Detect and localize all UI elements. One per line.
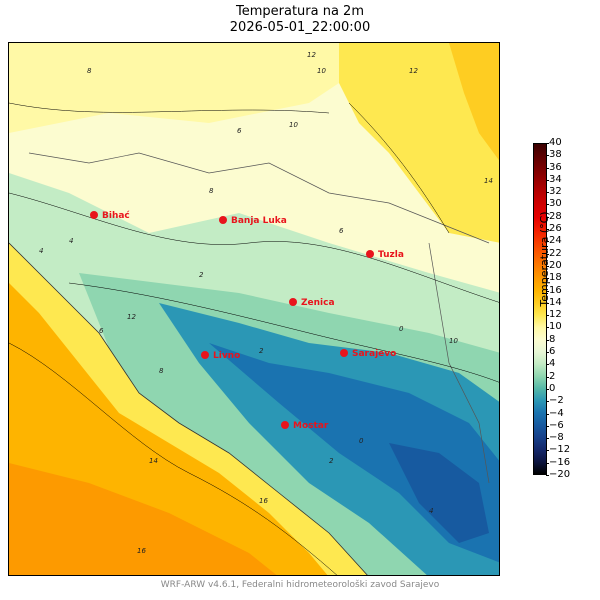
- city-label: Bihać: [102, 210, 130, 221]
- colorbar-tick: 38: [546, 149, 562, 161]
- contour-label: 0: [399, 325, 404, 333]
- contour-label: 12: [409, 67, 418, 75]
- city-sarajevo[interactable]: Sarajevo: [340, 349, 396, 359]
- contour-label: 10: [317, 67, 326, 75]
- colorbar-tick: 14: [546, 296, 562, 308]
- colorbar-tick: 30: [546, 198, 562, 210]
- footer-credit: WRF-ARW v4.6.1, Federalni hidrometeorolo…: [160, 580, 440, 590]
- contour-line: [348, 102, 450, 234]
- region-ne-warm: [339, 43, 499, 243]
- border-east: [428, 242, 490, 484]
- colorbar-tick: −16: [545, 456, 571, 468]
- colorbar-tick: 6: [545, 346, 556, 358]
- city-marker: [90, 211, 98, 219]
- colorbar-tick: −20: [545, 469, 571, 480]
- contour-label: 12: [127, 313, 136, 321]
- city-marker: [289, 298, 297, 306]
- contour-label: 10: [449, 337, 458, 345]
- coastline: [9, 242, 368, 575]
- region-sea: [9, 463, 277, 575]
- contour-label: 10: [289, 121, 298, 129]
- colorbar-tick: 8: [545, 333, 556, 345]
- contour-label: 8: [87, 67, 92, 75]
- city-label: Livno: [213, 351, 240, 361]
- contour-label: 16: [259, 497, 268, 505]
- colorbar-tick: 36: [546, 161, 562, 173]
- city-marker: [201, 351, 209, 359]
- colorbar-tick: 40: [546, 137, 562, 148]
- colorbar-label: Temperatura (°C): [538, 211, 551, 307]
- city-label: Zenica: [301, 298, 335, 308]
- colorbar-tick: 34: [546, 173, 562, 185]
- colorbar-tick: 0: [545, 382, 556, 394]
- contour-label: 2: [329, 457, 334, 465]
- colorbar-tick: −4: [546, 407, 564, 419]
- contour-line: [68, 282, 499, 383]
- contour-label: 2: [199, 271, 204, 279]
- chart-title: Temperatura na 2m 2026-05-01_22:00:00: [0, 4, 600, 36]
- contour-label: 0: [359, 437, 364, 445]
- colorbar-ticks: 40 38 36 34 32 30 28 26 24 22 20 18 16 14 12 10 8 6 4 2 0 −2−…: [545, 138, 579, 480]
- city-bihac[interactable]: Bihać: [90, 210, 130, 221]
- contour-line: [9, 102, 330, 114]
- region-north-pale: [9, 43, 339, 133]
- colorbar-tick: −6: [546, 419, 564, 431]
- region-deepblue: [389, 443, 489, 543]
- colorbar-tick: 32: [546, 186, 562, 198]
- city-label: Tuzla: [378, 250, 404, 260]
- contour-label: 6: [237, 127, 242, 135]
- title-line-1: Temperatura na 2m: [235, 4, 364, 19]
- region-ne-warmer: [449, 43, 499, 161]
- colorbar-tick: −8: [546, 432, 564, 444]
- contour-label: 14: [149, 457, 158, 465]
- contour-label: 4: [39, 247, 43, 255]
- city-label: Banja Luka: [231, 216, 287, 226]
- colorbar-tick: −12: [545, 444, 571, 456]
- city-label: Mostar: [293, 421, 329, 431]
- contour-line: [9, 192, 499, 303]
- colorbar-tick: 28: [546, 210, 562, 222]
- temperature-map: 12 10 8 6 4 2 0 14 16 12 10 8 6 4 2 0 14…: [8, 42, 500, 576]
- city-label: Sarajevo: [352, 349, 396, 359]
- contour-label: 12: [307, 51, 316, 59]
- title-line-2: 2026-05-01_22:00:00: [229, 20, 371, 35]
- contour-label: 8: [209, 187, 214, 195]
- colorbar-tick: 12: [546, 309, 562, 321]
- city-marker: [366, 250, 374, 258]
- contour-label: 4: [69, 237, 73, 245]
- colorbar-tick: 2: [545, 370, 556, 382]
- contour-label: 2: [259, 347, 264, 355]
- city-livno[interactable]: Livno: [201, 351, 240, 361]
- contour-line: [9, 342, 338, 575]
- colorbar: [533, 143, 547, 475]
- border-north: [28, 152, 490, 244]
- contour-label: 8: [159, 367, 164, 375]
- colorbar-tick: 26: [546, 223, 562, 235]
- contour-label: 14: [484, 177, 493, 185]
- contour-label: 6: [99, 327, 104, 335]
- city-marker: [281, 421, 289, 429]
- colorbar-tick: 18: [546, 272, 562, 284]
- colorbar-tick: 20: [546, 259, 562, 271]
- colorbar-tick: −2: [546, 395, 564, 407]
- city-marker: [340, 349, 348, 357]
- city-banja-luka[interactable]: Banja Luka: [219, 216, 287, 226]
- contour-labels: 12 10 8 6 4 2 0 14 16 12 10 8 6 4 2 0 14…: [39, 51, 493, 555]
- contour-label: 6: [339, 227, 344, 235]
- colorbar-tick: 16: [546, 284, 562, 296]
- map-svg: 12 10 8 6 4 2 0 14 16 12 10 8 6 4 2 0 14…: [9, 43, 499, 575]
- city-tuzla[interactable]: Tuzla: [366, 250, 404, 260]
- city-mostar[interactable]: Mostar: [281, 421, 329, 431]
- colorbar-tick: 10: [546, 321, 562, 333]
- colorbar-tick: 4: [545, 358, 556, 370]
- city-marker: [219, 216, 227, 224]
- contour-label: 4: [429, 507, 433, 515]
- contour-label: 16: [137, 547, 146, 555]
- city-zenica[interactable]: Zenica: [289, 298, 335, 308]
- colorbar-tick: 22: [546, 247, 562, 259]
- colorbar-tick: 24: [546, 235, 562, 247]
